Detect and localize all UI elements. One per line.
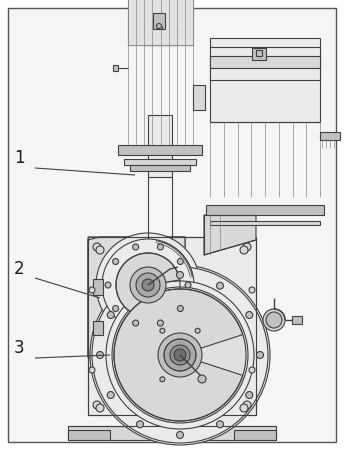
Bar — [256, 50, 262, 56]
Circle shape — [93, 401, 101, 409]
Bar — [320, 132, 340, 140]
Circle shape — [96, 404, 104, 412]
Bar — [210, 221, 320, 225]
Bar — [148, 115, 172, 177]
Circle shape — [246, 312, 253, 318]
Circle shape — [102, 239, 194, 331]
Circle shape — [164, 339, 196, 371]
Polygon shape — [88, 237, 185, 358]
Bar — [113, 65, 118, 71]
Circle shape — [216, 282, 224, 289]
Circle shape — [216, 421, 224, 428]
Circle shape — [157, 320, 163, 326]
Circle shape — [198, 375, 206, 383]
Circle shape — [96, 233, 200, 337]
Circle shape — [133, 244, 139, 250]
Circle shape — [112, 287, 248, 423]
Circle shape — [178, 259, 183, 264]
Circle shape — [133, 320, 139, 326]
Circle shape — [243, 243, 251, 251]
Bar — [118, 145, 202, 155]
Bar — [143, 29, 177, 45]
Bar — [185, 0, 193, 45]
Circle shape — [157, 244, 163, 250]
Bar — [136, 0, 144, 45]
Circle shape — [240, 404, 248, 412]
Polygon shape — [88, 237, 185, 358]
Bar — [124, 159, 196, 165]
Text: 1: 1 — [14, 149, 25, 167]
Text: 2: 2 — [14, 260, 25, 278]
Bar — [144, 0, 152, 45]
Bar — [93, 279, 103, 295]
Bar — [210, 56, 320, 68]
Bar — [177, 0, 185, 45]
Bar — [161, 0, 169, 45]
Circle shape — [263, 309, 285, 331]
Circle shape — [160, 328, 165, 333]
Circle shape — [106, 281, 254, 429]
Bar — [68, 426, 276, 440]
Circle shape — [170, 345, 190, 365]
Circle shape — [90, 265, 270, 445]
Bar — [193, 85, 205, 110]
Circle shape — [97, 352, 104, 358]
Circle shape — [112, 259, 119, 264]
Circle shape — [107, 312, 114, 318]
Bar — [128, 0, 136, 45]
Bar — [153, 13, 165, 29]
Circle shape — [96, 246, 104, 254]
Bar — [252, 48, 266, 60]
Circle shape — [158, 333, 202, 377]
Circle shape — [137, 421, 143, 428]
Circle shape — [112, 305, 119, 312]
Bar — [68, 430, 110, 440]
Bar — [93, 321, 103, 335]
Bar — [206, 205, 324, 215]
Circle shape — [176, 272, 183, 278]
Circle shape — [195, 328, 200, 333]
Circle shape — [176, 431, 183, 439]
Bar — [234, 430, 276, 440]
Circle shape — [92, 267, 268, 443]
Circle shape — [174, 349, 186, 361]
Circle shape — [142, 279, 154, 291]
Circle shape — [93, 243, 101, 251]
Polygon shape — [116, 253, 180, 317]
Bar — [169, 0, 177, 45]
Bar — [152, 0, 161, 45]
Bar — [88, 237, 256, 415]
Polygon shape — [114, 289, 243, 421]
Circle shape — [157, 23, 161, 28]
Bar — [292, 316, 302, 324]
Bar — [130, 165, 190, 171]
Bar — [210, 38, 320, 80]
Bar — [128, 0, 193, 45]
Circle shape — [240, 246, 248, 254]
Circle shape — [160, 377, 165, 382]
Circle shape — [130, 267, 166, 303]
Circle shape — [137, 282, 143, 289]
Circle shape — [89, 287, 95, 293]
Circle shape — [89, 367, 95, 373]
Polygon shape — [204, 215, 256, 255]
Circle shape — [246, 392, 253, 399]
Circle shape — [249, 367, 255, 373]
Circle shape — [107, 392, 114, 399]
Bar — [210, 47, 320, 122]
Circle shape — [136, 273, 160, 297]
Circle shape — [178, 305, 183, 312]
Circle shape — [185, 282, 191, 288]
Circle shape — [266, 312, 282, 328]
Circle shape — [257, 352, 264, 358]
Circle shape — [249, 287, 255, 293]
Circle shape — [105, 282, 111, 288]
Circle shape — [243, 401, 251, 409]
Text: 3: 3 — [14, 339, 25, 357]
